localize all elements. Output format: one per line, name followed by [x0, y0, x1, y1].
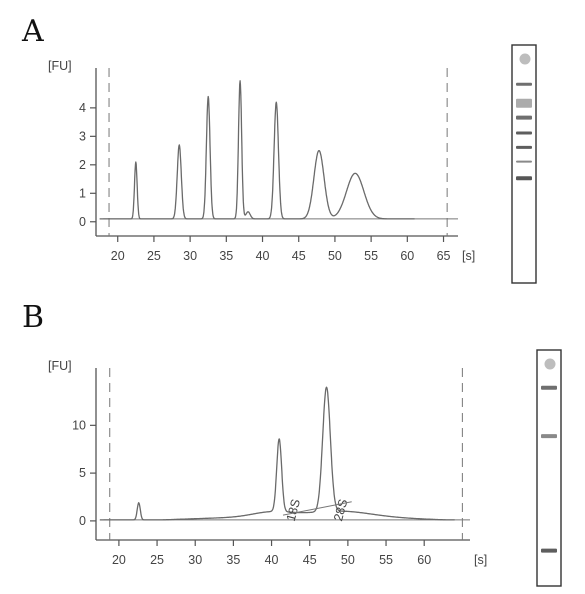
x-tick-label: 40: [265, 553, 279, 567]
y-tick-label: 5: [79, 466, 86, 480]
gel-lane-b: [536, 349, 562, 587]
y-tick-label: 0: [79, 514, 86, 528]
x-tick-label: 25: [150, 553, 164, 567]
x-tick-label: 45: [303, 553, 317, 567]
gel-band: [516, 176, 532, 181]
y-tick-label: 1: [79, 186, 86, 200]
x-tick-label: 30: [183, 249, 197, 263]
peak-integration-line: [282, 501, 352, 516]
x-tick-label: 35: [226, 553, 240, 567]
gel-band: [516, 131, 532, 135]
gel-band: [541, 548, 557, 553]
gel-lane-a: [511, 44, 537, 284]
panel-letter-a: A: [22, 14, 44, 49]
y-tick-label: 2: [79, 158, 86, 172]
gel-band: [516, 82, 532, 86]
gel-band: [516, 145, 532, 149]
trace-line: [99, 386, 456, 521]
gel-band: [516, 160, 532, 163]
gel-band: [541, 385, 557, 390]
gel-well-dot: [544, 358, 556, 370]
x-tick-label: 65: [437, 249, 451, 263]
x-tick-label: 45: [292, 249, 306, 263]
trace-line: [99, 80, 415, 220]
x-tick-label: 35: [219, 249, 233, 263]
y-tick-label: 10: [72, 418, 86, 432]
electropherogram-a: [FU] 0 1 2 3 4 20 25 30 35 40 45 50 55 60 65 [s]: [48, 59, 475, 263]
x-tick-label: 40: [256, 249, 270, 263]
x-tick-label: 30: [188, 553, 202, 567]
panel-letter-b: B: [22, 300, 45, 335]
y-axis-label: [FU]: [48, 359, 72, 373]
gel-band: [541, 434, 557, 439]
y-tick-label: 4: [79, 101, 86, 115]
electropherogram-b: [FU] 0 5 10 20 25 30 35 40 45 50 55 60 [s] 18S 28S: [48, 359, 487, 567]
x-tick-label: 25: [147, 249, 161, 263]
y-tick-label: 0: [79, 215, 86, 229]
x-tick-label: 60: [400, 249, 414, 263]
peak-annotation: 28S: [331, 498, 350, 523]
x-axis-unit: [s]: [474, 553, 487, 567]
gel-band: [516, 98, 532, 108]
peak-annotation: 18S: [284, 498, 303, 523]
x-tick-label: 20: [111, 249, 125, 263]
gel-band: [516, 115, 532, 120]
x-tick-label: 55: [364, 249, 378, 263]
x-axis-unit: [s]: [462, 249, 475, 263]
x-tick-label: 60: [417, 553, 431, 567]
x-tick-label: 20: [112, 553, 126, 567]
x-tick-label: 50: [341, 553, 355, 567]
x-tick-label: 50: [328, 249, 342, 263]
x-tick-label: 55: [379, 553, 393, 567]
gel-well-dot: [519, 53, 531, 65]
y-axis-label: [FU]: [48, 59, 72, 73]
gel-lane-frame: [511, 44, 537, 284]
y-tick-label: 3: [79, 129, 86, 143]
